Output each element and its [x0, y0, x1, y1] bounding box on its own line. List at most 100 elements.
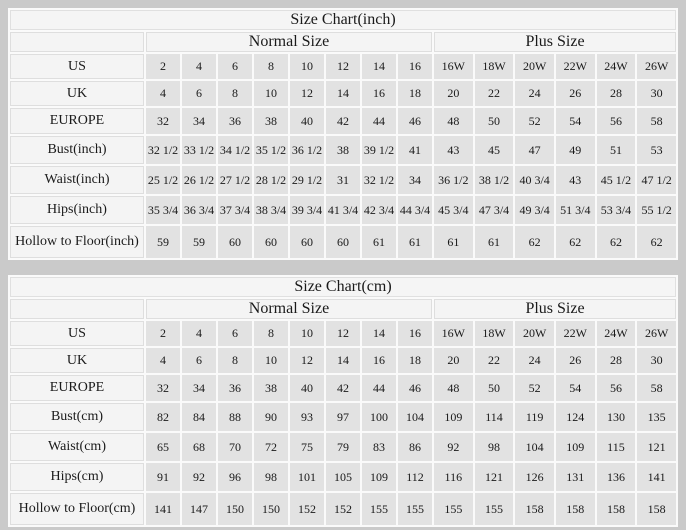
data-cell: 27 1/2 [218, 166, 252, 194]
data-cell: 72 [254, 433, 288, 461]
data-cell: 25 1/2 [146, 166, 180, 194]
data-cell: 55 1/2 [637, 196, 676, 224]
table-title-row: Size Chart(inch) [10, 10, 676, 30]
data-cell: 60 [218, 226, 252, 258]
data-cell: 124 [555, 403, 595, 431]
data-cell: 6 [182, 81, 216, 106]
data-cell: 136 [596, 463, 636, 491]
corner-cell [10, 32, 144, 52]
data-cell: 2 [146, 321, 180, 346]
data-cell: 155 [398, 493, 432, 525]
data-cell: 38 [326, 136, 360, 164]
size-chart-inch-table: Size Chart(inch) Normal Size Plus Size U… [8, 8, 678, 260]
data-cell: 150 [218, 493, 252, 525]
data-cell: 20W [515, 54, 554, 79]
data-cell: 82 [146, 403, 180, 431]
data-cell: 4 [182, 321, 216, 346]
data-cell: 12 [290, 81, 324, 106]
data-cell: 91 [146, 463, 180, 491]
data-cell: 30 [637, 348, 676, 373]
data-cell: 47 1/2 [637, 166, 676, 194]
table-row: US 2 4 6 8 10 12 14 16 16W 18W 20W 22W 24W 26W [10, 54, 676, 79]
data-cell: 42 [326, 375, 360, 401]
data-cell: 121 [637, 433, 676, 461]
data-cell: 58 [637, 108, 676, 134]
data-cell: 20 [434, 81, 473, 106]
data-cell: 65 [146, 433, 180, 461]
data-cell: 36 1/2 [434, 166, 473, 194]
data-cell: 40 [290, 375, 324, 401]
data-cell: 44 [362, 375, 396, 401]
data-cell: 45 3/4 [434, 196, 473, 224]
data-cell: 100 [362, 403, 396, 431]
data-cell: 59 [182, 226, 216, 258]
data-cell: 38 [254, 108, 288, 134]
data-cell: 14 [362, 54, 396, 79]
data-cell: 38 3/4 [254, 196, 288, 224]
table-row: US 2 4 6 8 10 12 14 16 16W 18W 20W 22W 24W 26W [10, 321, 676, 346]
data-cell: 32 [146, 375, 180, 401]
row-label: Hollow to Floor(cm) [10, 493, 144, 525]
data-cell: 35 1/2 [254, 136, 288, 164]
data-cell: 40 [290, 108, 324, 134]
data-cell: 16 [398, 321, 432, 346]
data-cell: 14 [326, 81, 360, 106]
data-cell: 61 [398, 226, 432, 258]
size-chart-cm-body: Size Chart(cm) Normal Size Plus Size US 2… [10, 277, 676, 525]
data-cell: 105 [326, 463, 360, 491]
data-cell: 141 [637, 463, 676, 491]
row-label: Hips(cm) [10, 463, 144, 491]
data-cell: 2 [146, 54, 180, 79]
data-cell: 40 3/4 [515, 166, 554, 194]
data-cell: 39 3/4 [290, 196, 324, 224]
data-cell: 36 1/2 [290, 136, 324, 164]
data-cell: 44 [362, 108, 396, 134]
data-cell: 37 3/4 [218, 196, 252, 224]
table-row: Hips(inch) 35 3/4 36 3/4 37 3/4 38 3/4 39 3/4… [10, 196, 676, 224]
data-cell: 32 [146, 108, 180, 134]
size-chart-inch-body: Size Chart(inch) Normal Size Plus Size U… [10, 10, 676, 258]
table-row: UK 4 6 8 10 12 14 16 18 20 22 24 26 28 30 [10, 348, 676, 373]
table-row: Waist(inch) 25 1/2 26 1/2 27 1/2 28 1/2 29 1/… [10, 166, 676, 194]
data-cell: 36 3/4 [182, 196, 216, 224]
data-cell: 41 [398, 136, 432, 164]
data-cell: 8 [254, 321, 288, 346]
data-cell: 38 1/2 [474, 166, 514, 194]
data-cell: 53 3/4 [596, 196, 636, 224]
column-group-row: Normal Size Plus Size [10, 32, 676, 52]
data-cell: 26W [637, 321, 676, 346]
data-cell: 43 [434, 136, 473, 164]
data-cell: 147 [182, 493, 216, 525]
data-cell: 61 [434, 226, 473, 258]
data-cell: 43 [555, 166, 595, 194]
row-label: Hips(inch) [10, 196, 144, 224]
data-cell: 83 [362, 433, 396, 461]
data-cell: 28 1/2 [254, 166, 288, 194]
data-cell: 60 [290, 226, 324, 258]
data-cell: 16W [434, 321, 473, 346]
data-cell: 18 [398, 81, 432, 106]
data-cell: 53 [637, 136, 676, 164]
column-group-row: Normal Size Plus Size [10, 299, 676, 319]
data-cell: 6 [218, 321, 252, 346]
data-cell: 54 [555, 108, 595, 134]
data-cell: 50 [474, 108, 514, 134]
data-cell: 79 [326, 433, 360, 461]
data-cell: 131 [555, 463, 595, 491]
data-cell: 26 [555, 81, 595, 106]
data-cell: 12 [290, 348, 324, 373]
row-label: UK [10, 348, 144, 373]
data-cell: 97 [326, 403, 360, 431]
data-cell: 10 [290, 54, 324, 79]
data-cell: 47 3/4 [474, 196, 514, 224]
data-cell: 20 [434, 348, 473, 373]
data-cell: 16 [362, 81, 396, 106]
data-cell: 12 [326, 321, 360, 346]
row-label: EUROPE [10, 108, 144, 134]
data-cell: 16 [362, 348, 396, 373]
data-cell: 70 [218, 433, 252, 461]
table-title: Size Chart(inch) [10, 10, 676, 30]
data-cell: 98 [474, 433, 514, 461]
data-cell: 33 1/2 [182, 136, 216, 164]
data-cell: 98 [254, 463, 288, 491]
